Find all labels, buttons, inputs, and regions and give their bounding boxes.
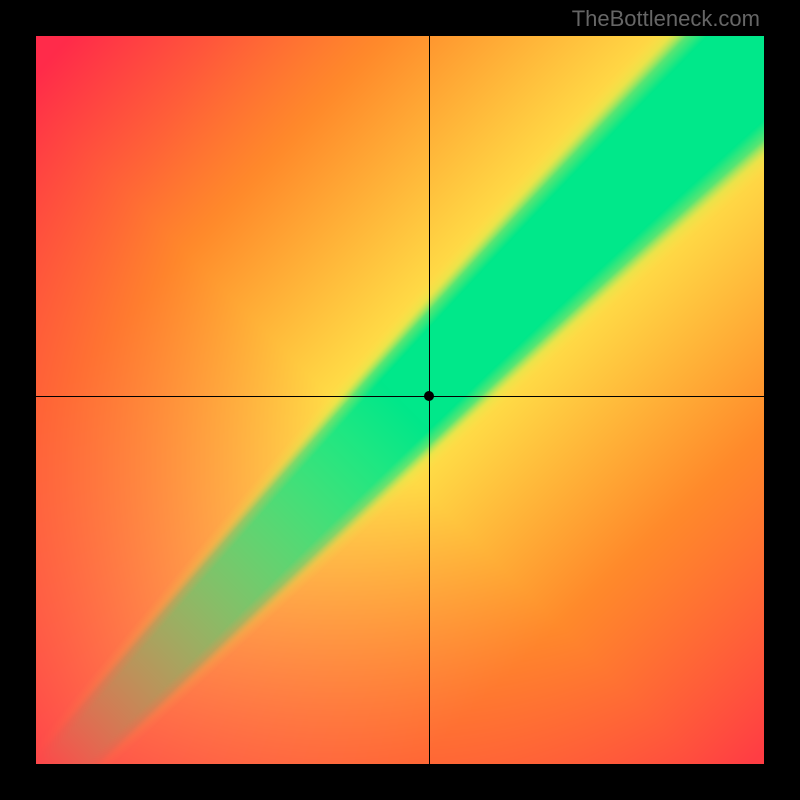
crosshair-marker — [424, 391, 434, 401]
heatmap-canvas — [36, 36, 764, 764]
watermark-text: TheBottleneck.com — [572, 6, 760, 32]
crosshair-horizontal — [36, 396, 764, 397]
chart-outer: TheBottleneck.com — [0, 0, 800, 800]
plot-frame — [36, 36, 764, 764]
